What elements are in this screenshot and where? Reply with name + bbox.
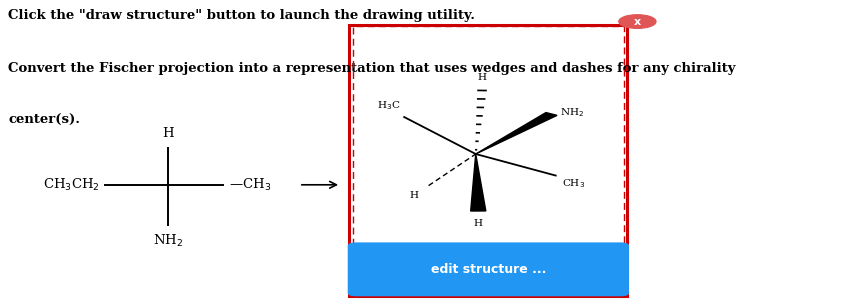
Polygon shape [476,112,557,154]
Text: CH$_3$: CH$_3$ [562,177,584,190]
Text: H: H [474,219,482,228]
Text: H: H [163,127,174,140]
Text: CH$_3$CH$_2$: CH$_3$CH$_2$ [43,177,99,193]
Text: H: H [478,73,487,82]
Text: center(s).: center(s). [8,114,81,127]
Bar [349,25,627,296]
Text: Convert the Fischer projection into a representation that uses wedges and dashes: Convert the Fischer projection into a re… [8,62,736,75]
Text: Click the "draw structure" button to launch the drawing utility.: Click the "draw structure" button to lau… [8,9,476,22]
Text: edit structure ...: edit structure ... [430,263,546,276]
Text: x: x [634,17,641,26]
Bar [353,26,624,294]
FancyBboxPatch shape [348,242,629,296]
Circle shape [619,15,656,28]
Text: —CH$_3$: —CH$_3$ [229,177,271,193]
Text: H$_3$C: H$_3$C [376,99,400,112]
Text: H: H [409,191,418,200]
Text: NH$_2$: NH$_2$ [560,106,584,119]
Polygon shape [471,154,486,211]
Text: NH$_2$: NH$_2$ [153,233,184,249]
